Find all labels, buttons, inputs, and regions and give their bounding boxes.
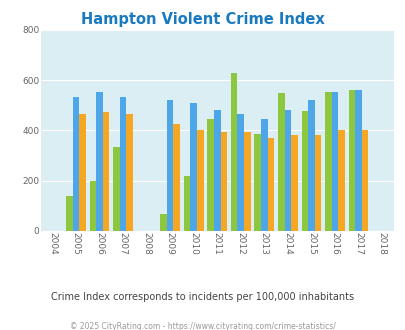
Bar xyxy=(183,176,190,231)
Bar xyxy=(79,114,85,231)
Text: Hampton Violent Crime Index: Hampton Violent Crime Index xyxy=(81,12,324,26)
Bar xyxy=(126,114,132,231)
Bar xyxy=(331,92,337,231)
Bar xyxy=(102,112,109,231)
Bar xyxy=(190,103,196,231)
Bar xyxy=(173,124,179,231)
Bar xyxy=(324,92,331,231)
Bar xyxy=(354,90,361,231)
Text: © 2025 CityRating.com - https://www.cityrating.com/crime-statistics/: © 2025 CityRating.com - https://www.city… xyxy=(70,322,335,330)
Bar xyxy=(96,92,102,231)
Bar xyxy=(207,118,213,231)
Bar xyxy=(254,134,260,231)
Bar xyxy=(72,97,79,231)
Bar xyxy=(196,130,203,231)
Bar xyxy=(307,100,314,231)
Text: Crime Index corresponds to incidents per 100,000 inhabitants: Crime Index corresponds to incidents per… xyxy=(51,292,354,302)
Bar xyxy=(337,130,344,231)
Bar xyxy=(361,130,367,231)
Bar xyxy=(220,132,226,231)
Bar xyxy=(290,135,297,231)
Bar xyxy=(267,138,273,231)
Bar xyxy=(160,214,166,231)
Bar xyxy=(230,73,237,231)
Bar xyxy=(119,97,126,231)
Bar xyxy=(284,111,290,231)
Bar xyxy=(243,132,250,231)
Bar xyxy=(166,100,173,231)
Bar xyxy=(237,114,243,231)
Bar xyxy=(213,111,220,231)
Bar xyxy=(348,90,354,231)
Bar xyxy=(314,135,320,231)
Bar xyxy=(113,147,119,231)
Bar xyxy=(66,196,72,231)
Bar xyxy=(301,111,307,231)
Bar xyxy=(260,118,267,231)
Bar xyxy=(90,181,96,231)
Bar xyxy=(277,93,284,231)
